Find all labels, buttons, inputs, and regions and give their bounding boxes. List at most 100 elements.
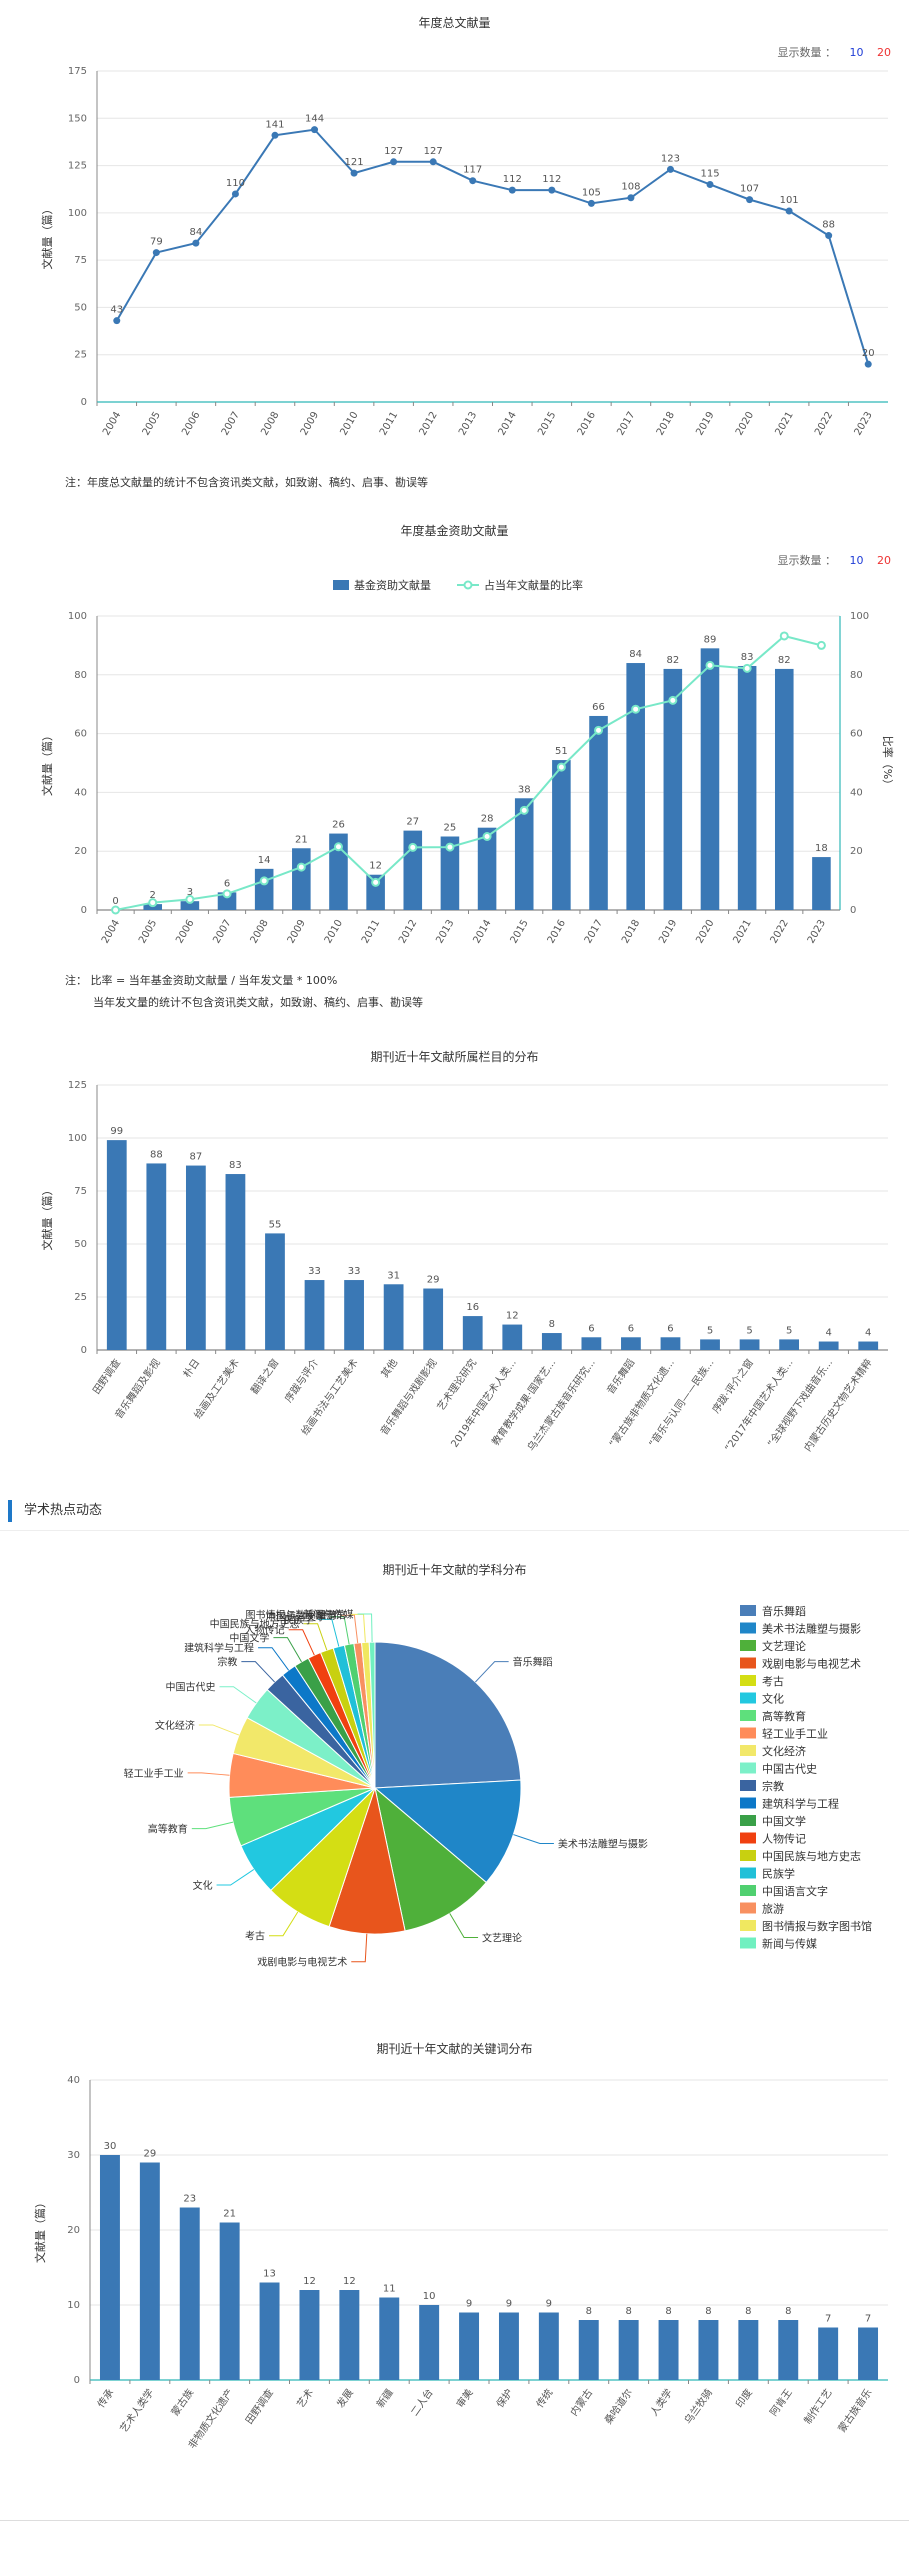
x-tick-label: 二人台	[408, 2386, 436, 2418]
data-label: 84	[190, 227, 203, 238]
bar	[498, 2312, 519, 2380]
data-label: 23	[183, 2194, 196, 2205]
columns-bar-chart: 0255075100125文献量（篇）田野调查音乐舞蹈及影视 朴日绘画及工艺美术翻…	[40, 1080, 888, 1454]
pie-leader	[449, 1913, 479, 1938]
data-label: 30	[104, 2141, 117, 2152]
data-label: 121	[345, 157, 364, 168]
chart-title: 年度基金资助文献量	[400, 524, 509, 538]
x-tick-label: 传统	[533, 2386, 555, 2410]
data-label: 25	[444, 823, 457, 834]
x-tick-label: 桑哈道尔	[602, 2386, 636, 2426]
pie-label: 人物传记	[245, 1624, 285, 1637]
legend-label: 轻工业手工业	[762, 1727, 828, 1741]
pie-label: 音乐舞蹈	[513, 1656, 553, 1669]
x-tick-label: 人类学	[647, 2386, 675, 2418]
y-tick-label: 30	[67, 2150, 80, 2161]
bar	[379, 2297, 400, 2380]
legend-label: 文化	[762, 1692, 784, 1706]
y-tick-label: 0	[81, 1345, 87, 1356]
bar	[581, 1337, 602, 1350]
count-option-20[interactable]: 20	[877, 46, 891, 59]
legend-swatch	[740, 1867, 756, 1879]
data-label: 51	[555, 746, 568, 757]
pie-leader	[357, 1613, 373, 1643]
data-label: 12	[343, 2276, 356, 2287]
ratio-point	[556, 762, 566, 772]
data-label: 8	[625, 2306, 631, 2317]
chart-title: 期刊近十年文献所属栏目的分布	[370, 1050, 539, 1064]
data-label: 4	[865, 1328, 871, 1339]
ratio-point	[594, 725, 604, 735]
data-label: 101	[780, 195, 799, 206]
count-label: 显示数量 ：	[777, 46, 837, 59]
pie-label: 考古	[245, 1930, 265, 1943]
footer-divider	[0, 2520, 909, 2521]
legend-swatch	[333, 580, 349, 590]
bar	[626, 663, 645, 910]
data-label: 108	[621, 182, 640, 193]
x-tick-label: 保护	[493, 2386, 515, 2410]
data-label: 8	[745, 2306, 751, 2317]
pie-leader	[219, 1686, 257, 1704]
data-point	[390, 158, 398, 166]
ratio-point	[148, 898, 158, 908]
series-line	[115, 128, 870, 365]
legend-label: 占当年文献量的比率	[484, 578, 583, 592]
bar	[698, 2320, 719, 2380]
count-option-20[interactable]: 20	[877, 554, 891, 567]
count-selector: 显示数量 ： 10 20	[778, 44, 892, 60]
x-tick-label: 蒙古族	[168, 2386, 196, 2418]
data-label: 88	[150, 1149, 163, 1160]
bar	[621, 1337, 641, 1350]
data-label: 18	[815, 843, 828, 854]
x-tick-label: 发展	[334, 2386, 356, 2410]
bar	[344, 1280, 364, 1350]
y-tick-label: 125	[68, 1080, 87, 1091]
ratio-point	[111, 905, 121, 915]
bar	[541, 1333, 562, 1350]
legend-label: 中国民族与地方史志	[762, 1849, 861, 1863]
legend-swatch	[463, 580, 473, 590]
y-tick-label: 100	[68, 611, 87, 622]
data-point	[271, 131, 279, 139]
count-option-10[interactable]: 10	[849, 46, 864, 59]
bar	[423, 1288, 444, 1350]
ratio-line	[115, 634, 822, 911]
data-label: 28	[481, 814, 494, 825]
data-point	[627, 194, 635, 202]
data-label: 8	[785, 2306, 791, 2317]
count-option-10[interactable]: 10	[849, 554, 864, 567]
bar	[700, 648, 720, 910]
pie-label: 中国文学	[229, 1632, 269, 1645]
bar	[299, 2290, 320, 2380]
data-label: 84	[629, 649, 642, 660]
total-note: 注：年度总文献量的统计不包含资讯类文献，如致谢、稿约、启事、勘误等	[65, 476, 428, 489]
pie-slice	[374, 1786, 488, 1932]
bar	[259, 2282, 280, 2380]
y-tick-label: 60	[74, 729, 87, 740]
data-label: 21	[295, 834, 308, 845]
data-label: 6	[667, 1323, 673, 1334]
data-label: 7	[825, 2314, 831, 2325]
pie-leader	[268, 1911, 299, 1937]
legend-label: 文艺理论	[762, 1639, 806, 1653]
y-tick-label: 150	[68, 113, 87, 124]
data-point	[192, 239, 200, 247]
data-label: 38	[518, 784, 531, 795]
bar	[185, 1165, 206, 1350]
legend-swatch	[740, 1710, 756, 1721]
ratio-point	[222, 889, 232, 899]
pie-leader	[216, 1869, 255, 1886]
bar	[514, 798, 534, 910]
y-tick-label: 175	[68, 66, 87, 77]
data-label: 4	[825, 1328, 831, 1339]
legend-label: 中国语言文字	[762, 1884, 828, 1898]
bar	[818, 2327, 839, 2380]
y-tick-label: 0	[81, 905, 87, 916]
pie-leader	[303, 1623, 328, 1651]
data-label: 9	[546, 2299, 552, 2310]
y-tick-label: 75	[74, 255, 87, 266]
y-right-tick-label: 20	[850, 846, 863, 857]
x-tick-label: 乌兰牧骑	[681, 2386, 715, 2426]
data-label: 89	[704, 634, 717, 645]
